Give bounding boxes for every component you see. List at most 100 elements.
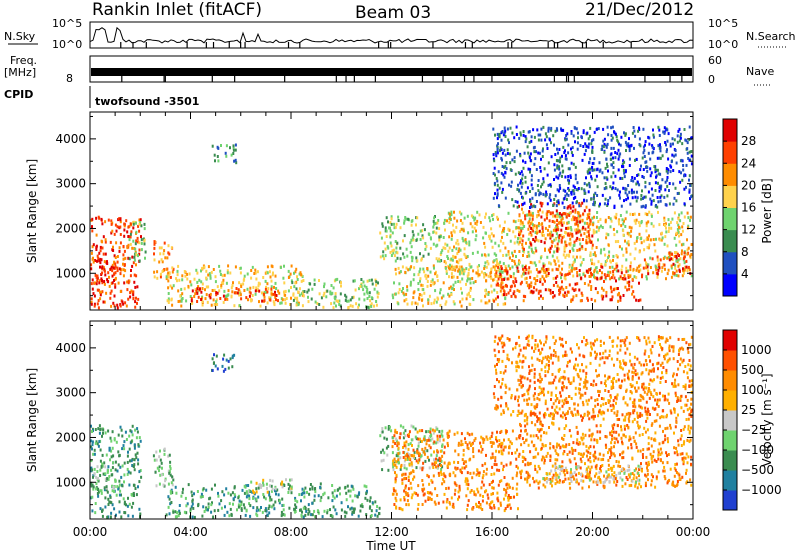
range-cell: [562, 416, 564, 419]
range-cell: [536, 225, 538, 228]
range-cell: [252, 266, 254, 269]
range-cell: [558, 293, 560, 296]
range-cell: [446, 507, 448, 510]
range-cell: [547, 452, 549, 455]
range-cell: [686, 266, 688, 269]
range-cell: [686, 147, 688, 150]
range-cell: [668, 227, 670, 230]
range-cell: [666, 170, 668, 173]
range-cell: [310, 483, 312, 486]
range-cell: [674, 197, 676, 200]
range-cell: [512, 266, 514, 269]
range-cell: [578, 212, 580, 215]
range-cell: [331, 499, 333, 502]
range-cell: [109, 285, 111, 288]
range-cell: [651, 188, 653, 191]
range-cell: [562, 288, 564, 291]
range-cell: [615, 431, 617, 434]
range-cell: [373, 305, 375, 308]
range-cell: [614, 175, 616, 178]
range-cell: [255, 289, 257, 292]
range-cell: [498, 244, 500, 247]
range-cell: [467, 443, 469, 446]
range-cell: [137, 452, 139, 455]
range-cell: [232, 491, 234, 494]
range-cell: [556, 209, 558, 212]
range-cell: [244, 506, 246, 509]
range-cell: [629, 226, 631, 229]
range-cell: [154, 243, 156, 246]
range-cell: [530, 270, 532, 273]
range-cell: [629, 275, 631, 278]
range-cell: [651, 222, 653, 225]
range-cell: [686, 453, 688, 456]
range-cell: [571, 151, 573, 154]
range-cell: [508, 483, 510, 486]
range-cell: [568, 221, 570, 224]
range-cell: [124, 462, 126, 465]
range-cell: [238, 281, 240, 284]
range-cell: [530, 261, 532, 264]
range-cell: [220, 144, 222, 147]
range-cell: [490, 285, 492, 288]
range-cell: [321, 296, 323, 299]
range-cell: [416, 459, 418, 462]
range-cell: [523, 248, 525, 251]
range-cell: [182, 488, 184, 491]
range-cell: [624, 274, 626, 277]
range-cell: [459, 270, 461, 273]
range-cell: [427, 275, 429, 278]
range-cell: [512, 430, 514, 433]
range-cell: [279, 499, 281, 502]
range-cell: [355, 302, 357, 305]
range-cell: [138, 470, 140, 473]
range-cell: [107, 271, 109, 274]
range-cell: [212, 516, 214, 519]
range-cell: [452, 255, 454, 258]
range-cell: [506, 167, 508, 170]
range-cell: [353, 507, 355, 510]
range-cell: [480, 436, 482, 439]
range-cell: [385, 426, 387, 429]
range-cell: [473, 281, 475, 284]
range-cell: [161, 462, 163, 465]
range-cell: [565, 286, 567, 289]
range-cell: [506, 233, 508, 236]
range-cell: [170, 490, 172, 493]
range-cell: [432, 278, 434, 281]
range-cell: [626, 288, 628, 291]
range-cell: [382, 254, 384, 257]
range-cell: [288, 507, 290, 510]
range-cell: [469, 263, 471, 266]
range-cell: [674, 272, 676, 275]
range-cell: [644, 181, 646, 184]
range-cell: [96, 245, 98, 248]
range-cell: [564, 197, 566, 200]
range-cell: [391, 223, 393, 226]
range-cell: [334, 489, 336, 492]
range-cell: [620, 224, 622, 227]
range-cell: [448, 295, 450, 298]
range-cell: [619, 191, 621, 194]
range-cell: [497, 151, 499, 154]
range-cell: [138, 241, 140, 244]
range-cell: [425, 274, 427, 277]
range-cell: [168, 301, 170, 304]
range-cell: [659, 143, 661, 146]
range-cell: [451, 238, 453, 241]
range-cell: [588, 146, 590, 149]
range-cell: [532, 230, 534, 233]
range-cell: [580, 234, 582, 237]
range-cell: [627, 232, 629, 235]
range-cell: [418, 458, 420, 461]
range-cell: [482, 448, 484, 451]
range-cell: [528, 272, 530, 275]
range-cell: [380, 451, 382, 454]
range-cell: [551, 155, 553, 158]
range-cell: [487, 438, 489, 441]
range-cell: [668, 132, 670, 135]
range-cell: [517, 267, 519, 270]
range-cell: [424, 248, 426, 251]
range-cell: [563, 434, 565, 437]
